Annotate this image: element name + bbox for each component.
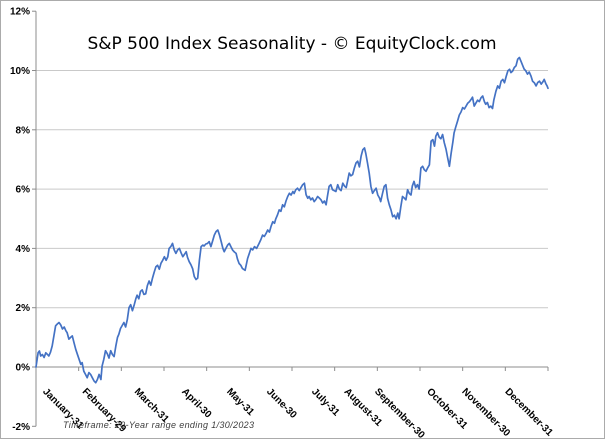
timeframe-note: Timeframe: 20-Year range ending 1/30/202… (63, 420, 255, 430)
seasonality-line (35, 56, 549, 384)
y-axis-label: 4% (16, 244, 31, 255)
y-axis-label: -2% (12, 422, 30, 433)
x-axis-label: September-30 (372, 386, 427, 439)
x-axis-label: June-30 (264, 386, 299, 421)
y-axis-label: 8% (16, 125, 31, 136)
y-axis-label: 0% (16, 363, 31, 374)
x-axis-label: May-31 (224, 386, 256, 418)
x-axis-label: April-30 (179, 386, 213, 420)
y-axis-label: 10% (10, 66, 30, 77)
chart-title: S&P 500 Index Seasonality - © EquityCloc… (87, 34, 497, 54)
x-axis-label: July-31 (309, 386, 341, 418)
y-axis-label: 2% (16, 303, 31, 314)
y-axis-label: 6% (16, 185, 31, 196)
y-axis-label: 12% (10, 7, 30, 18)
